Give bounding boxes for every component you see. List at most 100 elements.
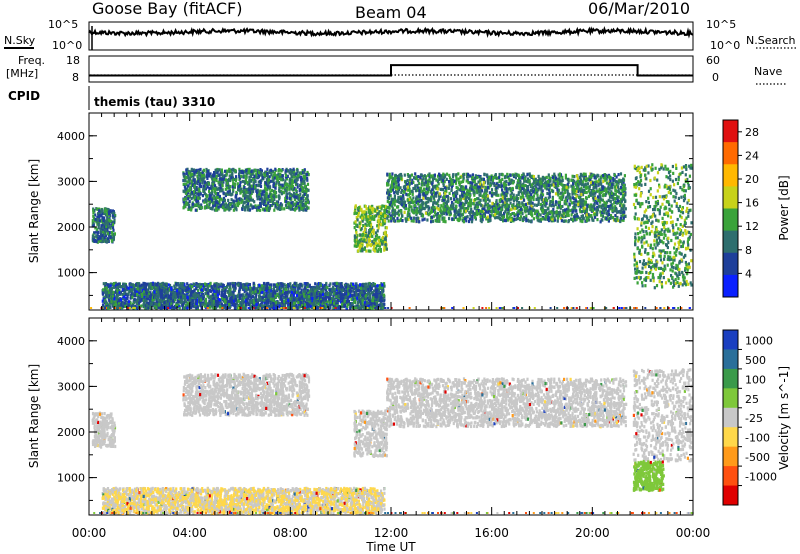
echo-cell	[369, 218, 372, 222]
echo-cell	[431, 215, 434, 219]
echo-cell	[280, 203, 284, 207]
echo-cell	[457, 172, 460, 176]
echo-cell	[245, 204, 248, 208]
echo-cell	[294, 179, 297, 183]
echo-cell	[103, 210, 106, 214]
echo-cell	[425, 184, 429, 188]
echo-cell	[508, 205, 511, 209]
echo-cell	[101, 225, 104, 230]
echo-cell	[504, 174, 507, 178]
echo-cell	[415, 219, 418, 223]
echo-cell	[231, 171, 234, 175]
echo-cell	[358, 206, 361, 210]
echo-cell	[367, 218, 370, 222]
echo-cell	[674, 236, 677, 240]
echo-cell	[233, 177, 236, 181]
echo-cell	[588, 185, 591, 189]
echo-cell	[272, 182, 275, 186]
echo-cell	[363, 212, 366, 216]
echo-cell	[434, 191, 437, 195]
echo-cell	[493, 182, 496, 186]
echo-cell	[217, 195, 220, 199]
echo-cell	[518, 216, 521, 221]
echo-cell	[359, 215, 362, 219]
echo-cell	[218, 194, 221, 199]
echo-cell	[532, 175, 535, 179]
echo-cell	[469, 181, 472, 185]
echo-cell	[554, 176, 558, 180]
echo-cell	[366, 220, 369, 224]
echo-cell	[561, 214, 564, 218]
echo-cell	[673, 242, 677, 246]
echo-cell	[219, 203, 222, 207]
echo-cell	[646, 252, 649, 256]
echo-cell	[223, 206, 226, 210]
echo-cell	[233, 184, 236, 188]
echo-cell	[356, 234, 359, 238]
echo-cell	[207, 182, 210, 186]
echo-cell	[94, 226, 97, 230]
echo-cell	[538, 196, 541, 201]
echo-cell	[291, 181, 294, 185]
echo-cell	[686, 268, 689, 272]
echo-cell	[406, 198, 409, 202]
echo-cell	[511, 206, 514, 210]
echo-cell	[615, 206, 618, 211]
echo-cell	[505, 199, 508, 203]
echo-cell	[377, 226, 380, 230]
echo-cell	[464, 185, 468, 189]
echo-cell	[422, 194, 425, 198]
echo-cell	[220, 172, 223, 177]
echo-cell	[380, 222, 383, 226]
echo-cell	[215, 191, 218, 196]
echo-cell	[463, 206, 466, 210]
echo-cell	[503, 195, 506, 199]
echo-cell	[286, 201, 289, 205]
echo-cell	[608, 195, 612, 199]
echo-cell	[429, 174, 432, 178]
station-title: Goose Bay (fitACF)	[92, 0, 242, 18]
echo-cell	[620, 210, 623, 214]
echo-cell	[284, 171, 287, 175]
echo-cell	[543, 184, 546, 188]
echo-cell	[567, 192, 570, 196]
echo-cell	[591, 208, 595, 212]
echo-cell	[621, 189, 624, 193]
echo-cell	[241, 207, 244, 211]
echo-cell	[304, 202, 307, 206]
echo-cell	[261, 190, 264, 195]
echo-cell	[244, 208, 247, 212]
echo-cell	[98, 235, 101, 239]
echo-cell	[361, 249, 364, 253]
echo-cell	[643, 241, 646, 245]
echo-cell	[375, 214, 378, 218]
echo-cell	[379, 217, 382, 221]
echo-cell	[444, 192, 447, 196]
echo-cell	[183, 185, 186, 189]
echo-cell	[407, 193, 410, 197]
echo-cell	[684, 254, 687, 258]
echo-cell	[239, 187, 242, 191]
echo-cell	[263, 183, 267, 187]
echo-cell	[99, 238, 102, 242]
echo-cell	[455, 176, 458, 180]
echo-cell	[641, 270, 644, 274]
echo-cell	[102, 233, 105, 237]
echo-cell	[484, 185, 487, 189]
echo-cell	[517, 183, 521, 188]
echo-cell	[549, 210, 552, 214]
echo-cell	[689, 281, 692, 285]
echo-cell	[586, 207, 589, 211]
echo-cell	[564, 208, 567, 212]
echo-cell	[257, 206, 260, 210]
echo-cell	[265, 187, 268, 191]
echo-cell	[661, 202, 664, 206]
echo-cell	[519, 195, 522, 199]
echo-cell	[395, 181, 398, 185]
echo-cell	[618, 219, 622, 223]
echo-cell	[674, 195, 677, 199]
echo-cell	[354, 205, 357, 209]
echo-cell	[455, 178, 458, 183]
echo-cell	[658, 209, 661, 213]
echo-cell	[365, 217, 368, 221]
